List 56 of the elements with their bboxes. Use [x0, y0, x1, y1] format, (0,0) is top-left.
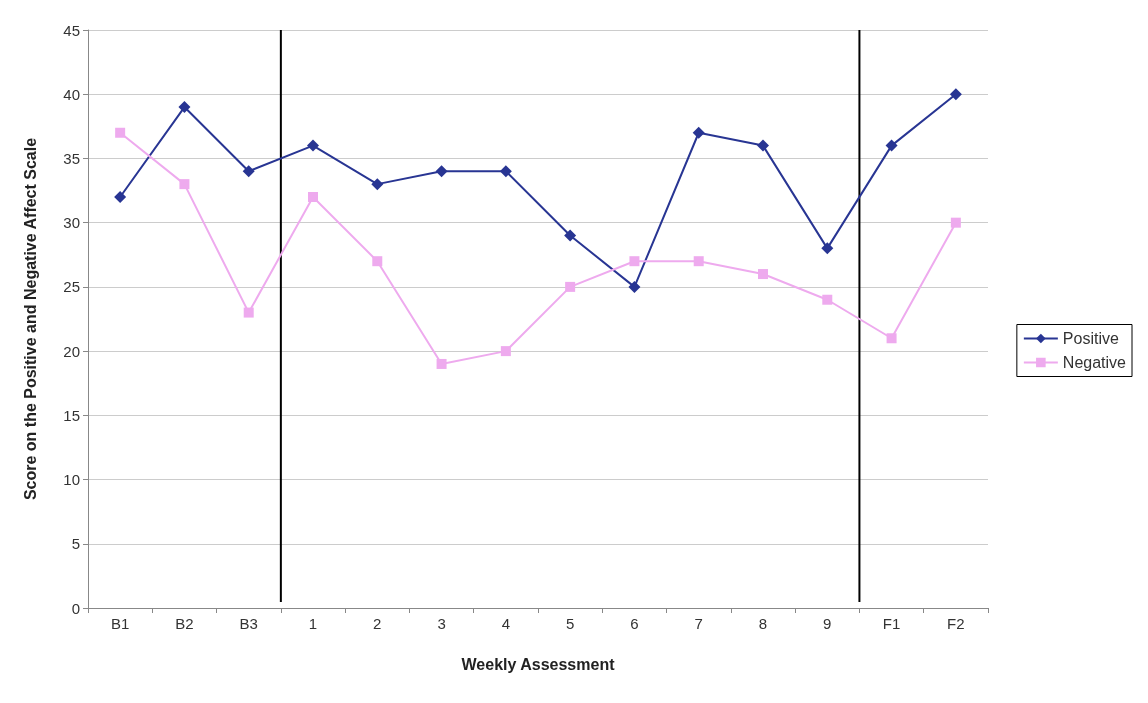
x-tick-label: 5	[565, 615, 575, 632]
x-tick-label: 7	[694, 615, 703, 632]
x-tick-label: B1	[110, 615, 130, 632]
point	[115, 127, 126, 138]
x-tick-label: 2	[373, 615, 382, 632]
x-tick-label: 1	[308, 615, 318, 632]
point	[950, 217, 961, 228]
point	[822, 294, 833, 305]
legend-label: Negative	[1062, 354, 1127, 371]
point	[565, 281, 576, 292]
x-tick-label: 9	[823, 615, 832, 632]
x-tick-label: F2	[947, 615, 965, 632]
y-tick-label: 5	[71, 535, 80, 553]
point	[114, 190, 127, 203]
point	[758, 269, 768, 280]
point	[885, 139, 898, 152]
point	[757, 139, 769, 152]
y-tick-label: 35	[63, 149, 80, 167]
y-tick-label: 0	[71, 599, 80, 617]
point	[307, 139, 319, 152]
point	[692, 126, 705, 139]
point	[436, 358, 447, 369]
point	[629, 256, 640, 267]
y-tick-label: 45	[63, 21, 80, 39]
point	[821, 242, 834, 255]
x-tick-label: B3	[239, 615, 258, 632]
point	[243, 307, 254, 318]
point	[564, 229, 577, 242]
point	[371, 178, 384, 191]
legend-label: Positive	[1062, 330, 1119, 347]
y-tick-label: 25	[63, 278, 80, 296]
x-tick-label: 6	[630, 615, 639, 632]
point	[949, 88, 962, 101]
y-tick-label: 20	[63, 342, 80, 360]
point	[372, 256, 383, 267]
point	[886, 333, 897, 344]
x-tick-label: 8	[758, 615, 768, 632]
x-axis-title: Weekly Assessment	[461, 655, 616, 673]
y-tick-label: 30	[63, 214, 80, 232]
x-tick-label: F1	[882, 615, 901, 632]
point	[179, 179, 190, 190]
x-tick-label: 4	[501, 615, 511, 632]
point	[628, 280, 641, 293]
point	[308, 191, 318, 202]
y-tick-label: 15	[63, 406, 80, 424]
point	[693, 256, 704, 267]
y-tick-label: 40	[63, 85, 80, 103]
y-axis-title: Score on the Positive and Negative Affect Scale	[21, 137, 39, 501]
y-tick-label: 10	[63, 471, 80, 489]
point	[499, 165, 512, 178]
point	[435, 165, 448, 178]
point	[178, 101, 191, 114]
x-tick-label: B2	[175, 615, 194, 632]
point	[242, 165, 255, 178]
point	[500, 346, 511, 357]
x-tick-label: 3	[437, 615, 446, 632]
